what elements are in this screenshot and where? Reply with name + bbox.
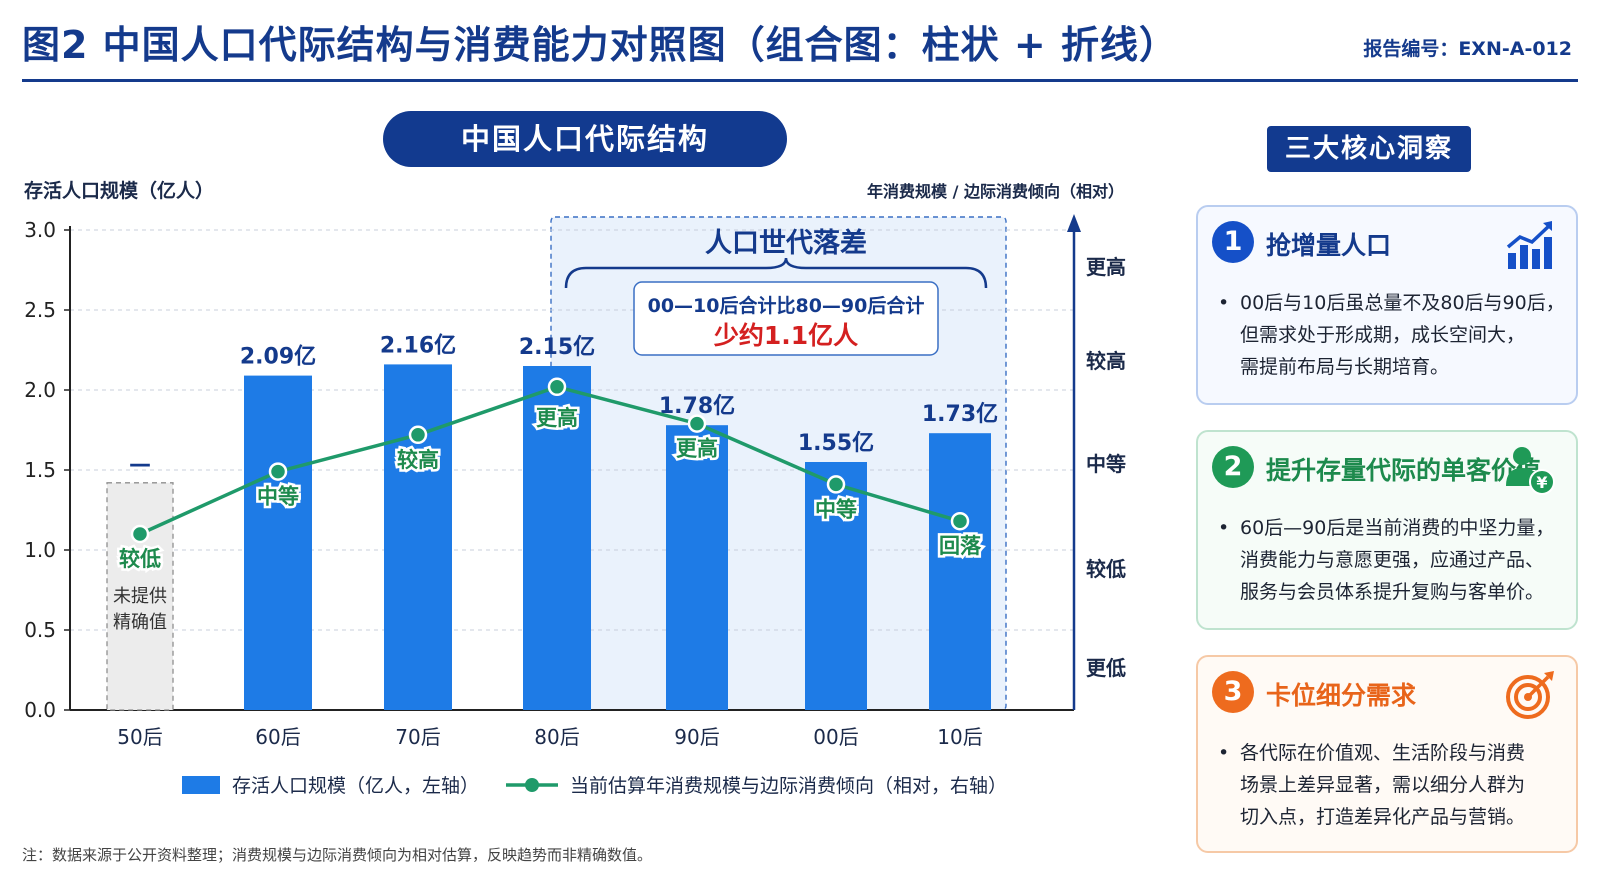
line-point: [130, 524, 150, 544]
gap-callout-box: [633, 281, 939, 356]
svg-text:¥: ¥: [1536, 473, 1547, 492]
bar-value-label: 1.73亿: [922, 402, 998, 427]
bar: [666, 425, 728, 710]
footnote: 注：数据来源于公开资料整理；消费规模与边际消费倾向为相对估算，反映趋势而非精确数…: [22, 846, 653, 864]
x-tick-label: 80后: [534, 725, 579, 749]
y-left-tick-label: 3.0: [24, 218, 56, 242]
line-point-label: 回落: [939, 534, 982, 558]
insights-title: 三大核心洞察: [1267, 126, 1471, 172]
report-number: 报告编号：EXN-A-012: [1363, 38, 1572, 60]
combo-chart: 0.0 0.5 1.0 1.5 2.0 2.5 3.0 存活人口规模（亿人） 年消费规模 / 边…: [24, 179, 1126, 797]
line-point-label: 较高: [397, 448, 439, 472]
insight-card-1: 1 抢增量人口 00后与10后虽总量不及80后与90后， 但需求处于形成期，成长…: [1196, 205, 1578, 405]
y-right-axis-arrow: [1067, 214, 1081, 232]
line-point: [687, 414, 707, 433]
y-left-tick-label: 1.0: [24, 538, 56, 562]
x-tick-label: 90后: [674, 725, 719, 749]
insight-number-3: 3: [1212, 671, 1254, 713]
bar: [384, 364, 452, 710]
line-point-label: 较低: [119, 547, 161, 571]
x-tick-label: 70后: [395, 725, 440, 749]
insight-card-2: 2 提升存量代际的单客价值 ¥ 60后—90后是当前消费的中坚力量， 消费能力与…: [1196, 430, 1578, 630]
insight-bullet-3: 各代际在价值观、生活阶段与消费 场景上差异显著，需以细分人群为 切入点，打造差异…: [1216, 737, 1562, 833]
y-right-tick-label: 较高: [1086, 349, 1126, 373]
legend-label-bars: 存活人口规模（亿人，左轴）: [232, 775, 479, 797]
line-point: [950, 511, 970, 531]
growth-chart-icon: [1502, 217, 1558, 277]
bar: [244, 375, 312, 710]
bar-placeholder-note: 未提供: [113, 586, 167, 607]
y-right-tick-label: 更高: [1086, 255, 1126, 279]
line-point: [408, 425, 428, 445]
legend-swatch-point: [525, 778, 539, 792]
insight-title-1: 抢增量人口: [1266, 231, 1392, 260]
bar-value-label: —: [129, 452, 151, 477]
y-left-tick-label: 2.0: [24, 378, 56, 402]
bar-value-label: 2.15亿: [519, 335, 595, 360]
line-point-label: 更高: [536, 406, 578, 430]
x-tick-label: 00后: [813, 725, 858, 749]
x-tick-label: 50后: [117, 725, 162, 749]
legend-swatch-bars: [182, 776, 220, 794]
insight-title-2: 提升存量代际的单客价值: [1266, 456, 1542, 485]
y-left-tick-label: 0.5: [24, 618, 56, 642]
insight-card-3: 3 卡位细分需求 各代际在价值观、生活阶段与消费 场景上差异显著，需以细分人群为…: [1196, 655, 1578, 853]
page-title: 图2 中国人口代际结构与消费能力对照图（组合图：柱状 + 折线）: [22, 23, 1178, 67]
insight-bullet-1: 00后与10后虽总量不及80后与90后， 但需求处于形成期，成长空间大， 需提前…: [1216, 287, 1565, 383]
bar-placeholder: [106, 482, 174, 711]
bar-value-label: 1.55亿: [798, 431, 874, 456]
legend-label-line: 当前估算年消费规模与边际消费倾向（相对，右轴）: [570, 775, 1007, 797]
line-point-label: 中等: [815, 497, 857, 521]
y-left-tick-label: 2.5: [24, 298, 56, 322]
insight-bullet-2: 60后—90后是当前消费的中坚力量， 消费能力与意愿更强，应通过产品、 服务与会…: [1216, 512, 1562, 608]
y-left-tick-label: 0.0: [24, 698, 56, 722]
insight-number-2: 2: [1212, 446, 1254, 488]
target-icon: [1502, 667, 1558, 727]
bar-value-label: 2.09亿: [240, 345, 316, 370]
insight-title-3: 卡位细分需求: [1266, 681, 1417, 710]
y-right-axis-title: 年消费规模 / 边际消费倾向（相对）: [867, 182, 1124, 201]
line-point: [826, 475, 846, 494]
y-left-axis-title: 存活人口规模（亿人）: [24, 179, 214, 202]
gap-callout-line1: 00—10后合计比80—90后合计: [648, 294, 925, 317]
bar-value-label: 2.16亿: [380, 333, 456, 358]
insight-number-1: 1: [1212, 221, 1254, 263]
line-point-label: 更高: [676, 437, 718, 461]
title-divider: [22, 79, 1578, 82]
y-right-tick-label: 中等: [1086, 452, 1126, 476]
y-right-tick-label: 较低: [1086, 557, 1126, 581]
chart-section-title: 中国人口代际结构: [383, 111, 787, 167]
y-left-tick-label: 1.5: [24, 458, 56, 482]
bar: [929, 433, 991, 710]
bar: [805, 462, 867, 710]
bar: [523, 366, 591, 710]
bar-placeholder-note: 精确值: [113, 612, 167, 633]
gap-brace: [564, 257, 988, 289]
line-point: [268, 462, 288, 481]
gap-box-title: 人口世代落差: [705, 227, 867, 259]
y-right-tick-label: 更低: [1086, 656, 1126, 680]
x-tick-label: 10后: [937, 725, 982, 749]
gap-callout-line2: 少约1.1亿人: [713, 321, 858, 350]
person-yen-icon: ¥: [1502, 442, 1558, 502]
x-tick-label: 60后: [255, 725, 300, 749]
line-point-label: 中等: [257, 485, 299, 509]
line-point: [547, 377, 567, 397]
